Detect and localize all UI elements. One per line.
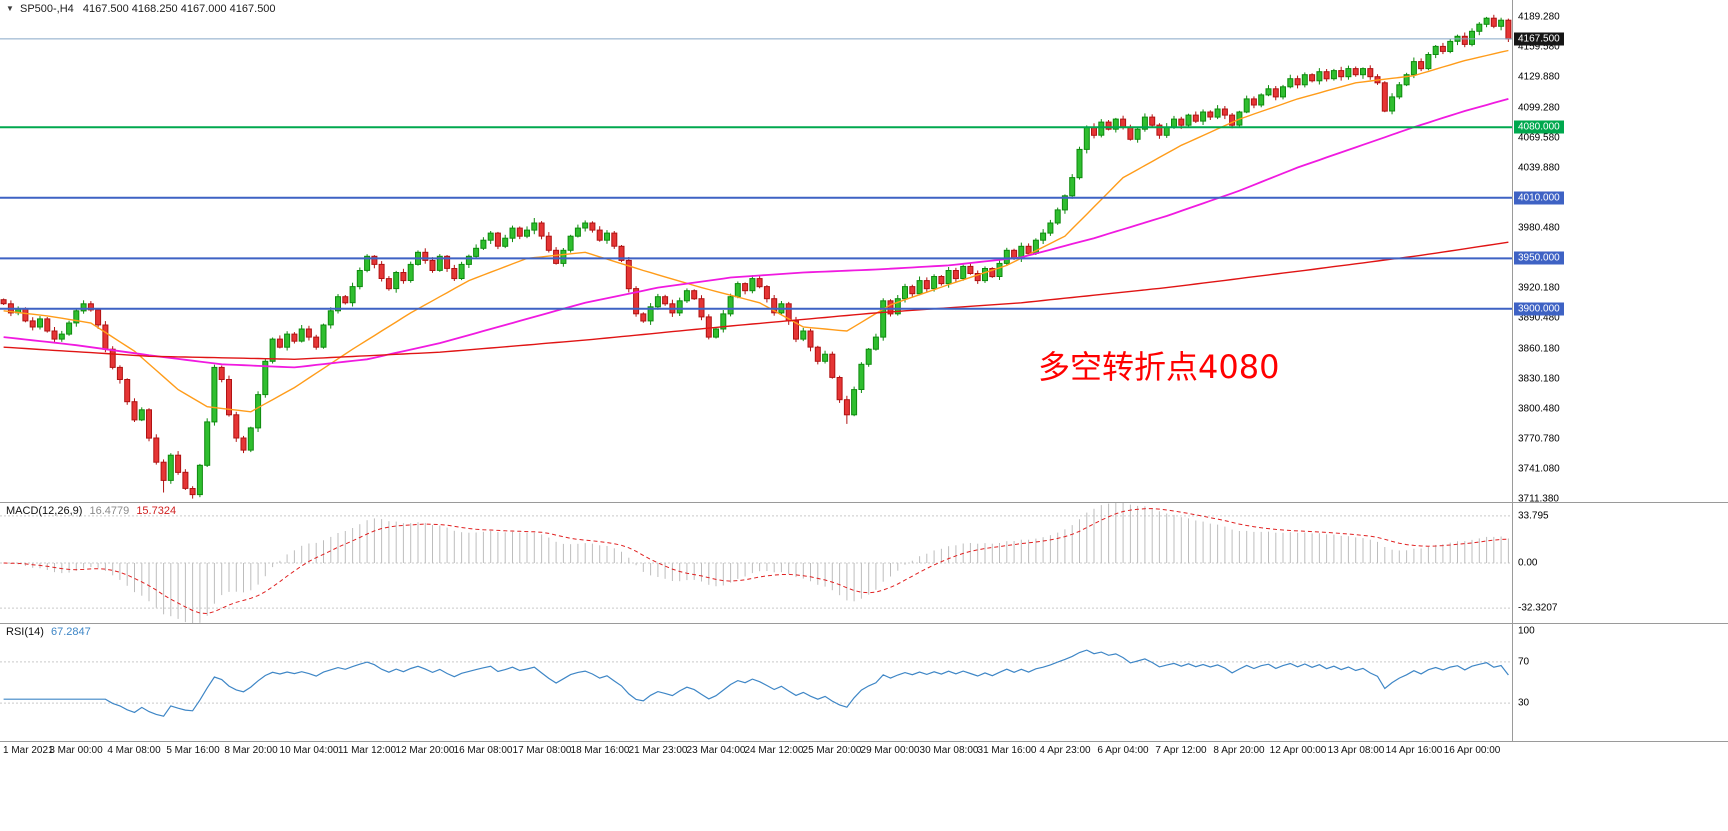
time-axis-label: 13 Apr 08:00 <box>1327 745 1385 756</box>
macd-plot[interactable] <box>0 503 1728 623</box>
macd-signal-value: 15.7324 <box>136 505 177 517</box>
time-axis-label: 8 Mar 20:00 <box>224 745 278 756</box>
time-axis-label: 12 Apr 00:00 <box>1269 745 1327 756</box>
rsi-scale-label: 100 <box>1518 625 1535 637</box>
time-axis-label: 21 Mar 23:00 <box>628 745 688 756</box>
price-badge-4080.000: 4080.000 <box>1514 120 1564 134</box>
price-plot[interactable] <box>0 0 1728 502</box>
time-axis-label: 31 Mar 16:00 <box>977 745 1037 756</box>
macd-signal-line <box>3 508 1509 615</box>
price-scale-label: 3920.180 <box>1518 282 1560 294</box>
ma-slow-red <box>3 241 1509 361</box>
price-badge-3900.000: 3900.000 <box>1514 302 1564 316</box>
time-axis-label: 11 Mar 12:00 <box>337 745 397 756</box>
time-axis-label: 5 Mar 16:00 <box>166 745 220 756</box>
price-scale-label: 3860.180 <box>1518 343 1560 355</box>
time-axis-label: 8 Apr 20:00 <box>1213 745 1265 756</box>
price-scale-label: 4159.580 <box>1518 41 1560 53</box>
price-scale-label: 3800.480 <box>1518 403 1560 415</box>
time-axis-label: 29 Mar 00:00 <box>860 745 920 756</box>
chart-title: ▼ SP500-,H4 4167.500 4168.250 4167.000 4… <box>6 3 276 15</box>
symbol-timeframe-label: SP500-,H4 <box>19 3 74 15</box>
symbol-marker-icon[interactable]: ▼ <box>6 4 14 13</box>
rsi-value: 67.2847 <box>50 626 91 638</box>
rsi-plot[interactable] <box>0 624 1728 741</box>
time-axis-label: 1 Mar 2021 <box>3 745 54 756</box>
price-scale-label: 4069.580 <box>1518 132 1560 144</box>
time-axis-label: 3 Mar 00:00 <box>49 745 103 756</box>
price-scale-label: 3770.780 <box>1518 433 1560 445</box>
time-axis-label: 30 Mar 08:00 <box>919 745 979 756</box>
ma-mid-magenta <box>3 98 1509 369</box>
macd-value: 16.4779 <box>89 505 130 517</box>
macd-name: MACD(12,26,9) <box>6 505 83 517</box>
price-scale-label: 4189.280 <box>1518 11 1560 23</box>
price-scale-label: 3741.080 <box>1518 463 1560 475</box>
time-axis-label: 18 Mar 16:00 <box>570 745 630 756</box>
price-scale-label: 4129.880 <box>1518 71 1560 83</box>
main-chart-panel: ▼ SP500-,H4 4167.500 4168.250 4167.000 4… <box>0 0 1728 505</box>
time-axis-label: 6 Apr 04:00 <box>1097 745 1149 756</box>
price-badge-4167.500: 4167.500 <box>1514 32 1564 46</box>
time-axis-label: 25 Mar 20:00 <box>802 745 862 756</box>
rsi-line <box>3 649 1509 717</box>
time-axis[interactable]: 1 Mar 2021 3 Mar 00:00 4 Mar 08:00 5 Mar 16… <box>0 742 1728 759</box>
bottom-area <box>0 759 1728 831</box>
macd-histogram <box>10 503 1509 623</box>
candles-layer <box>0 14 1512 499</box>
time-axis-label: 14 Apr 16:00 <box>1385 745 1443 756</box>
rsi-panel: RSI(14) 67.2847 100 70 30 <box>0 624 1728 742</box>
macd-scale-label: -32.3207 <box>1518 602 1558 614</box>
rsi-label: RSI(14) 67.2847 <box>6 626 91 638</box>
rsi-name: RSI(14) <box>6 626 44 638</box>
time-axis-label: 17 Mar 08:00 <box>512 745 572 756</box>
price-scale-label: 3890.480 <box>1518 312 1560 324</box>
time-axis-label: 10 Mar 04:00 <box>279 745 339 756</box>
annotation-text: 多空转折点4080 <box>1038 348 1280 386</box>
price-badge-4010.000: 4010.000 <box>1514 191 1564 205</box>
ohlc-values: 4167.500 4168.250 4167.000 4167.500 <box>82 3 276 15</box>
price-scale-label: 4039.880 <box>1518 162 1560 174</box>
price-scale-label: 3980.480 <box>1518 222 1560 234</box>
macd-panel: MACD(12,26,9) 16.4779 15.7324 33.795 0.00… <box>0 503 1728 624</box>
time-axis-label: 4 Apr 23:00 <box>1039 745 1091 756</box>
macd-label: MACD(12,26,9) 16.4779 15.7324 <box>6 505 176 517</box>
time-axis-label: 4 Mar 08:00 <box>107 745 161 756</box>
price-badge-3950.000: 3950.000 <box>1514 251 1564 265</box>
time-axis-label: 24 Mar 12:00 <box>744 745 804 756</box>
price-scale-label: 4099.280 <box>1518 102 1560 114</box>
time-axis-label: 16 Mar 08:00 <box>453 745 513 756</box>
rsi-scale-label: 30 <box>1518 697 1530 709</box>
price-scale-label: 3711.380 <box>1518 493 1559 505</box>
rsi-scale-label: 70 <box>1518 656 1530 668</box>
time-axis-label: 7 Apr 12:00 <box>1155 745 1207 756</box>
time-axis-label: 23 Mar 04:00 <box>686 745 746 756</box>
macd-scale-label: 33.795 <box>1518 510 1549 522</box>
ma-fast-orange <box>3 49 1509 413</box>
time-axis-label: 12 Mar 20:00 <box>395 745 455 756</box>
time-axis-label: 16 Apr 00:00 <box>1443 745 1501 756</box>
price-scale-label: 3830.180 <box>1518 373 1560 385</box>
macd-scale-label: 0.00 <box>1518 557 1538 569</box>
